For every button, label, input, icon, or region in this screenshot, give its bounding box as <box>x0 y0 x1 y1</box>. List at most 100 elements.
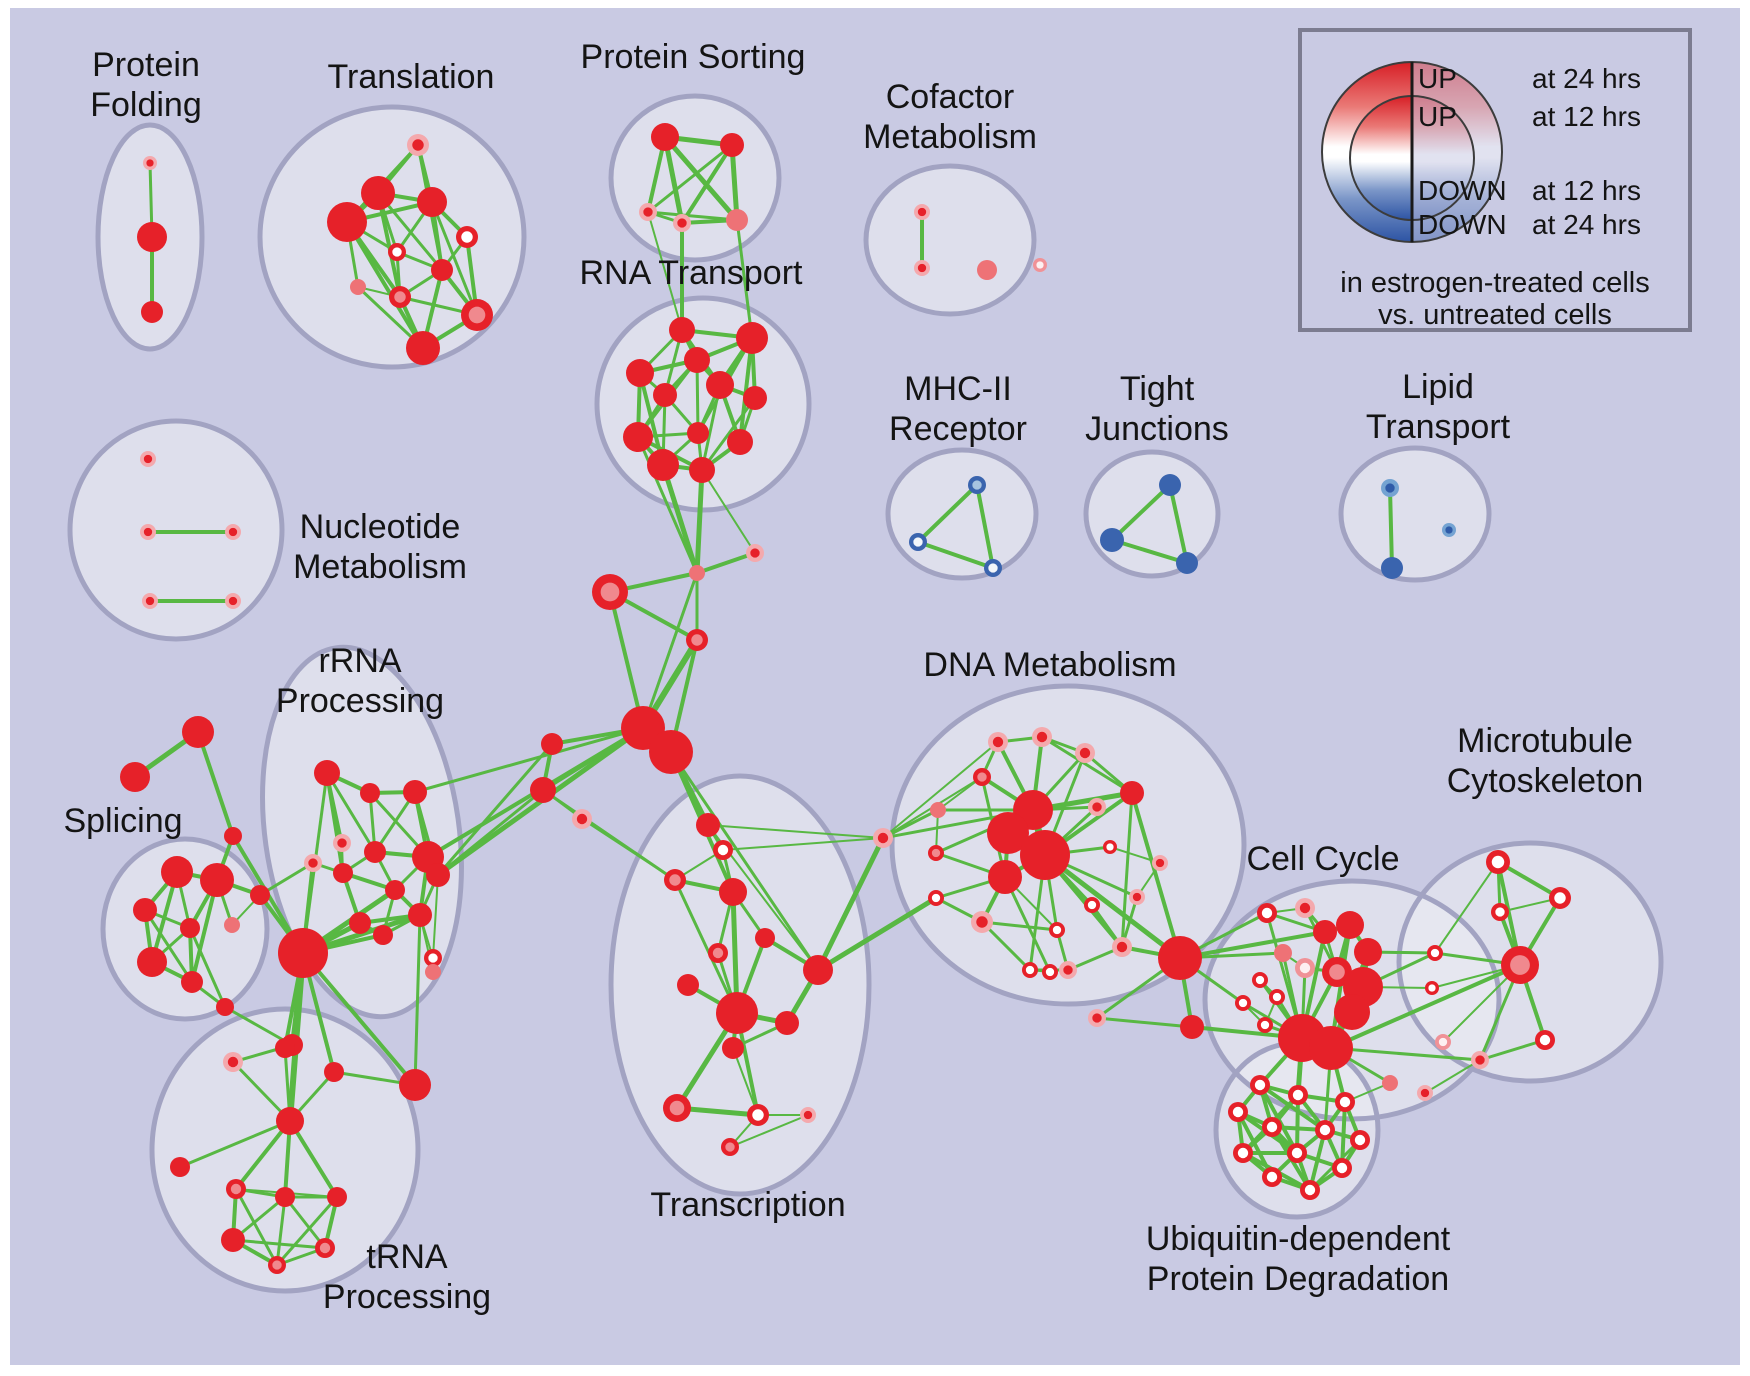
network-node <box>706 371 734 399</box>
network-edge <box>729 1114 809 1148</box>
network-node-center <box>1319 1124 1331 1136</box>
network-node-center <box>691 634 703 646</box>
network-node-center <box>1420 1088 1430 1098</box>
network-node-center <box>717 844 729 856</box>
cluster-outline-nucleotide-metabolism <box>67 418 285 642</box>
network-node-center <box>1475 1055 1485 1065</box>
network-node-center <box>1063 965 1073 975</box>
network-edge <box>1329 963 1522 1050</box>
network-node-center <box>1329 964 1345 980</box>
network-edge <box>1120 791 1134 949</box>
network-node-center <box>725 1142 735 1152</box>
cluster-outline-cofactor-metabolism <box>863 163 1037 317</box>
network-node-center <box>1132 892 1142 902</box>
network-node-center <box>1260 1020 1270 1030</box>
network-node-center <box>1261 907 1273 919</box>
network-edge <box>673 878 739 1015</box>
network-edge <box>288 1119 339 1199</box>
network-node-center <box>1155 858 1165 868</box>
network-node-center <box>319 1242 331 1254</box>
cluster-label-tight-junctions: Junctions <box>1085 410 1229 448</box>
network-node <box>736 322 768 354</box>
network-node <box>200 863 234 897</box>
network-edge <box>646 143 734 214</box>
network-node <box>541 733 563 755</box>
network-node <box>716 992 758 1034</box>
legend: UP at 24 hrs UP at 12 hrs DOWN at 12 hrs DOWN a… <box>1298 28 1692 332</box>
network-node <box>216 998 234 1016</box>
network-edge <box>636 435 699 575</box>
network-edge <box>1003 875 1052 974</box>
network-edge <box>882 741 999 839</box>
network-node-center <box>1092 1013 1102 1023</box>
network-node-center <box>1255 975 1265 985</box>
network-edge <box>916 483 979 544</box>
network-node-center <box>1430 948 1440 958</box>
network-edge <box>178 1119 292 1169</box>
network-node-center <box>1292 1089 1304 1101</box>
network-edge <box>223 1005 294 1047</box>
network-node <box>180 918 200 938</box>
network-node <box>327 202 367 242</box>
network-node-center <box>1106 843 1114 851</box>
network-node-center <box>917 207 927 217</box>
network-edge <box>1168 483 1189 565</box>
network-edge <box>1434 861 1499 954</box>
legend-row-time: at 12 hrs <box>1532 175 1641 206</box>
network-node <box>755 928 775 948</box>
network-node-center <box>1045 967 1055 977</box>
network-edge <box>413 913 422 1087</box>
network-node <box>775 1011 799 1035</box>
network-node <box>275 1038 295 1058</box>
network-edge <box>1388 486 1394 570</box>
network-node <box>170 1157 190 1177</box>
network-node-center <box>712 947 724 959</box>
network-node <box>651 123 679 151</box>
network-node <box>684 347 710 373</box>
network-node <box>689 565 705 581</box>
network-edge <box>325 771 345 875</box>
cluster-label-trna-processing: tRNA <box>366 1238 448 1276</box>
network-edge <box>732 1047 759 1116</box>
network-node-center <box>1272 992 1282 1002</box>
cluster-label-protein-sorting: Protein Sorting <box>581 38 806 76</box>
network-node-center <box>1237 1147 1249 1159</box>
network-node <box>689 457 715 483</box>
network-edge <box>1110 538 1189 565</box>
network-node-center <box>1304 1184 1316 1196</box>
network-node <box>623 422 653 452</box>
network-edge <box>1040 735 1134 795</box>
network-node-center <box>1385 483 1395 493</box>
legend-footer-line: in estrogen-treated cells <box>1340 267 1650 299</box>
cluster-outline-tight-junctions <box>1083 449 1221 579</box>
network-node-center <box>1491 855 1505 869</box>
network-node-center <box>1052 925 1062 935</box>
network-node <box>727 429 753 455</box>
cluster-outline-protein-folding <box>95 122 205 352</box>
network-edge <box>1130 791 1182 960</box>
network-node-center <box>877 832 889 844</box>
network-edge <box>980 920 1059 932</box>
network-edge <box>275 1195 287 1267</box>
legend-fade-overlay <box>1412 62 1502 242</box>
cluster-label-microtubule-cytoskeleton: Cytoskeleton <box>1447 762 1644 800</box>
network-node <box>930 802 946 818</box>
network-node <box>182 716 214 748</box>
network-node <box>1159 474 1181 496</box>
network-node <box>137 947 167 977</box>
network-node-center <box>1354 1134 1366 1146</box>
network-node-center <box>272 1260 282 1270</box>
network-edge <box>815 895 939 973</box>
legend-row-time: at 24 hrs <box>1532 63 1641 94</box>
network-node-center <box>803 1110 813 1120</box>
network-node <box>1336 911 1364 939</box>
network-edge <box>541 788 677 882</box>
network-node <box>406 331 440 365</box>
network-node <box>349 912 371 934</box>
network-edge <box>231 1238 327 1250</box>
network-node <box>276 1107 304 1135</box>
cluster-outline-translation <box>257 104 527 370</box>
network-edge <box>413 726 645 794</box>
network-node-center <box>931 893 941 903</box>
